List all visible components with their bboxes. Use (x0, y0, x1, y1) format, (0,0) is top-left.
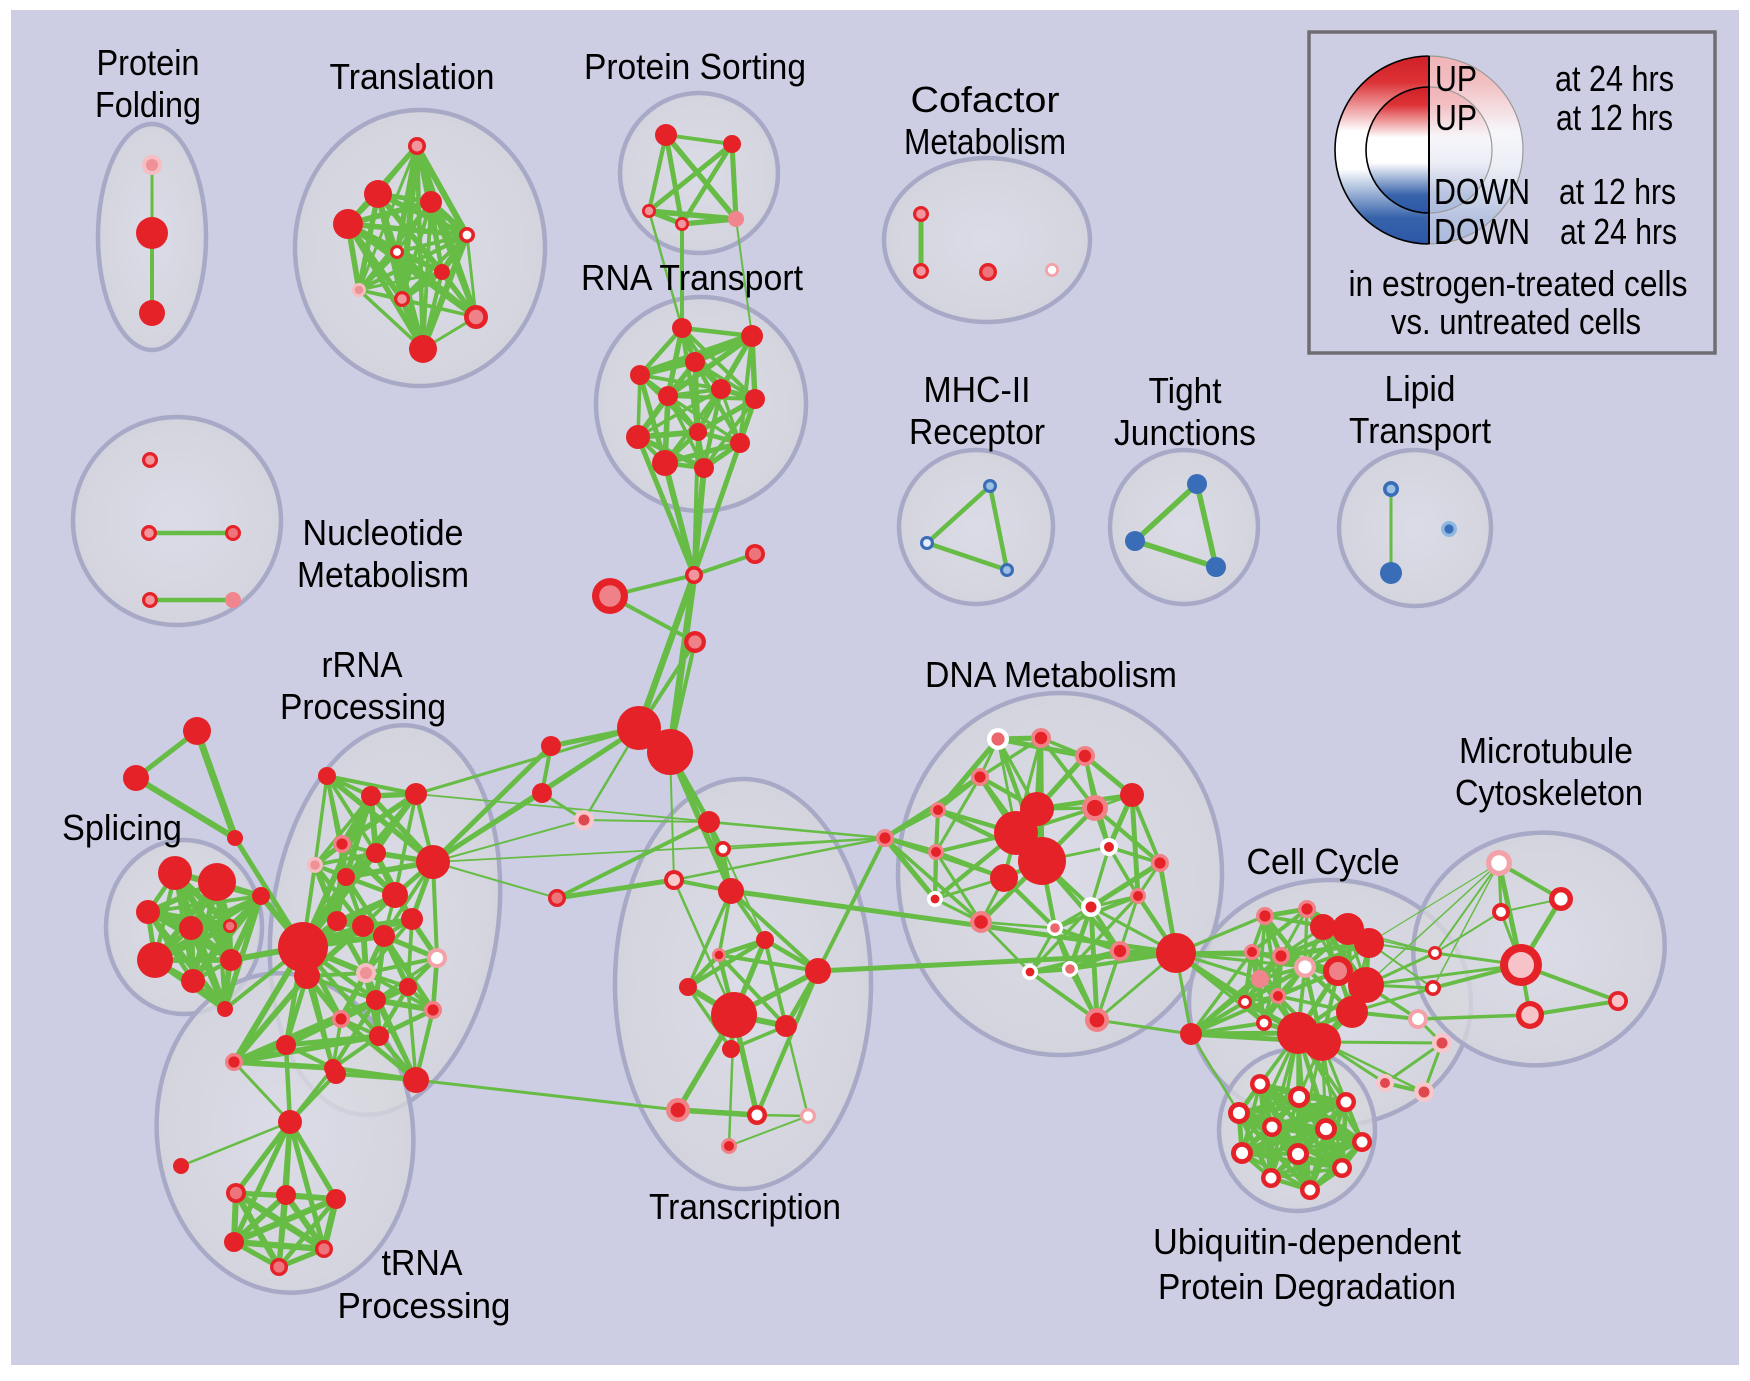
svg-text:DOWN: DOWN (1434, 171, 1530, 212)
svg-text:Metabolism: Metabolism (297, 554, 469, 595)
svg-text:Lipid: Lipid (1385, 368, 1456, 409)
svg-text:in estrogen-treated cells: in estrogen-treated cells (1349, 263, 1688, 304)
svg-text:Receptor: Receptor (909, 411, 1045, 452)
svg-text:vs. untreated cells: vs. untreated cells (1391, 301, 1641, 342)
svg-text:Nucleotide: Nucleotide (303, 512, 464, 553)
svg-text:at 12 hrs: at 12 hrs (1559, 171, 1676, 212)
svg-text:UP: UP (1435, 97, 1477, 138)
svg-text:Cell Cycle: Cell Cycle (1247, 841, 1400, 882)
svg-text:Cytoskeleton: Cytoskeleton (1455, 772, 1643, 813)
svg-text:Protein Sorting: Protein Sorting (584, 46, 806, 87)
svg-text:at 24 hrs: at 24 hrs (1560, 211, 1677, 252)
svg-text:UP: UP (1435, 58, 1477, 99)
svg-text:MHC-II: MHC-II (924, 369, 1031, 410)
svg-text:at 12 hrs: at 12 hrs (1556, 97, 1673, 138)
svg-text:Processing: Processing (338, 1285, 511, 1326)
svg-text:at 24 hrs: at 24 hrs (1555, 58, 1674, 99)
svg-text:Folding: Folding (95, 84, 201, 125)
svg-text:DOWN: DOWN (1434, 211, 1530, 252)
svg-text:Microtubule: Microtubule (1459, 730, 1633, 771)
svg-text:Splicing: Splicing (62, 807, 182, 848)
svg-text:Cofactor: Cofactor (911, 79, 1060, 120)
svg-text:Junctions: Junctions (1114, 412, 1256, 453)
svg-text:Metabolism: Metabolism (904, 121, 1066, 162)
svg-text:Transport: Transport (1349, 410, 1491, 451)
svg-text:Protein Degradation: Protein Degradation (1158, 1266, 1456, 1307)
svg-text:rRNA: rRNA (322, 644, 403, 685)
svg-text:Translation: Translation (330, 56, 495, 97)
svg-text:tRNA: tRNA (382, 1242, 463, 1283)
svg-text:Transcription: Transcription (649, 1186, 841, 1227)
svg-text:Tight: Tight (1149, 370, 1222, 411)
svg-text:Ubiquitin-dependent: Ubiquitin-dependent (1153, 1221, 1461, 1262)
svg-text:RNA Transport: RNA Transport (581, 257, 803, 298)
svg-text:DNA Metabolism: DNA Metabolism (925, 654, 1177, 695)
svg-text:Processing: Processing (280, 686, 446, 727)
svg-text:Protein: Protein (97, 42, 200, 83)
